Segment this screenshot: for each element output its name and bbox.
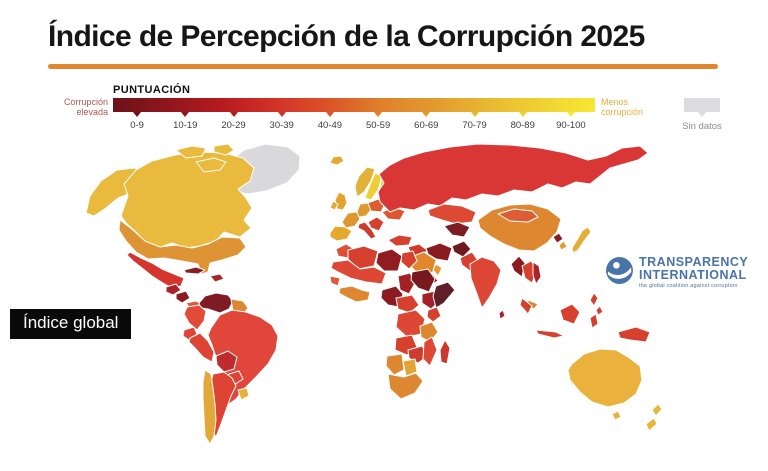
region-kenya <box>426 306 442 323</box>
legend-notch <box>422 112 431 117</box>
region-balkans <box>367 216 385 232</box>
legend-notches <box>113 112 595 118</box>
region-papua-new-guinea <box>617 326 651 343</box>
region-russia <box>377 143 649 213</box>
region-france <box>341 211 361 229</box>
region-iran <box>425 242 453 262</box>
region-philippines <box>589 292 604 316</box>
legend-notch <box>325 112 334 117</box>
region-cuba <box>183 266 206 275</box>
region-botswana <box>402 358 418 377</box>
region-madagascar <box>439 339 451 365</box>
legend-tick: 40-49 <box>317 120 343 131</box>
legend-tick: 80-89 <box>510 120 535 131</box>
region-australia <box>567 348 643 421</box>
title-underline <box>48 64 718 69</box>
region-namibia <box>385 353 405 376</box>
legend-notch <box>229 112 238 117</box>
region-oman <box>432 263 443 277</box>
no-data-label: Sin datos <box>682 121 722 132</box>
region-italy <box>357 221 377 240</box>
region-mongolia <box>497 208 539 223</box>
region-turkey <box>387 234 413 247</box>
legend-tick: 70-79 <box>462 120 487 131</box>
legend-tick: 60-69 <box>414 120 439 131</box>
region-north-korea <box>552 232 564 244</box>
legend-notch <box>470 112 479 117</box>
region-canada-islands <box>175 143 235 173</box>
region-south-africa <box>387 372 424 400</box>
page-title: Índice de Percepción de la Corrupción 20… <box>48 20 645 53</box>
legend-ticks: 0-9 10-19 20-29 30-39 40-49 50-59 60-69 70-79 80… <box>113 120 595 131</box>
region-hispaniola <box>209 273 225 283</box>
legend-title: PUNTUACIÓN <box>113 84 191 96</box>
no-data-swatch <box>684 98 720 112</box>
legend-tick: 90-100 <box>556 120 586 131</box>
region-central-africa <box>395 294 420 314</box>
region-indonesia <box>519 297 599 339</box>
legend-gradient-bar <box>113 98 595 112</box>
logo-tagline: the global coalition against corruption <box>639 283 738 289</box>
region-kazakhstan <box>427 203 477 225</box>
region-iceland <box>329 155 345 166</box>
legend-notch <box>133 112 142 117</box>
region-usa <box>118 219 247 275</box>
region-uk <box>334 191 348 211</box>
region-egypt <box>400 250 418 270</box>
region-nicaragua <box>175 290 191 304</box>
globe-icon <box>606 257 633 284</box>
legend-tick: 50-59 <box>365 120 391 131</box>
logo-line-1: TRANSPARENCY <box>639 255 749 269</box>
no-data-notch <box>698 112 706 117</box>
region-somalia <box>432 281 456 309</box>
region-canada <box>120 151 255 249</box>
global-index-tag: Índice global <box>10 309 132 339</box>
region-gulf-of-guinea <box>338 285 371 303</box>
region-bolivia <box>215 350 238 373</box>
legend-left-label: Corrupción elevada <box>63 97 108 117</box>
region-iberia <box>329 225 353 242</box>
region-ireland <box>329 200 339 211</box>
region-new-zealand <box>645 403 663 432</box>
region-libya <box>375 248 403 272</box>
logo-line-2: INTERNATIONAL <box>639 268 747 282</box>
region-west-africa <box>329 275 341 287</box>
region-tanzania <box>419 321 439 343</box>
region-uruguay <box>237 387 250 401</box>
legend-notch <box>566 112 575 117</box>
legend-tick: 10-19 <box>173 120 198 131</box>
legend-notch <box>277 112 286 117</box>
region-japan <box>571 226 592 254</box>
region-peru <box>188 332 215 363</box>
transparency-international-logo: TRANSPARENCY INTERNATIONAL the global co… <box>605 256 748 289</box>
legend-right-label: Menos corrupción <box>601 97 644 117</box>
legend-tick: 20-29 <box>221 120 246 131</box>
region-guatemala <box>165 283 182 296</box>
legend-tick: 0-9 <box>130 120 144 131</box>
region-sri-lanka <box>498 309 506 320</box>
region-sahel <box>330 259 387 285</box>
region-norway <box>354 166 376 198</box>
legend-tick: 30-39 <box>269 120 294 131</box>
legend-notch <box>374 112 383 117</box>
region-china <box>477 203 562 252</box>
region-central-asia <box>443 221 471 238</box>
legend-notch <box>518 112 527 117</box>
region-mozambique <box>422 336 438 367</box>
logo-text: TRANSPARENCY INTERNATIONAL the global co… <box>639 255 749 290</box>
region-chile <box>202 369 217 445</box>
region-vietnam <box>532 261 542 285</box>
region-india <box>469 256 502 309</box>
region-afghanistan <box>451 240 472 258</box>
region-algeria <box>347 245 379 270</box>
region-colombia <box>183 304 207 331</box>
region-south-korea <box>558 240 568 251</box>
region-venezuela <box>198 292 234 314</box>
legend-notch <box>181 112 190 117</box>
